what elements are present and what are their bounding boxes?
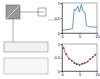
plot-frame	[62, 44, 97, 71]
tick-label: 0	[61, 34, 64, 39]
tick: 0	[58, 69, 62, 74]
chart: 0 5 10 00.51	[54, 1, 100, 39]
tick-mark	[61, 3, 63, 4]
tick: 1	[58, 42, 62, 47]
plot-frame	[62, 3, 97, 33]
diagonal	[6, 5, 20, 19]
tick-mark	[61, 71, 63, 72]
tick: 0	[61, 33, 64, 39]
axis-line	[61, 4, 63, 34]
chart: 0 5 10 00.51	[54, 42, 100, 77]
tick-mark	[61, 58, 63, 59]
tick-label: 1	[58, 42, 61, 47]
sample-block	[6, 5, 20, 19]
tick-label: 5	[79, 72, 82, 77]
x-axis: 0 5 10	[61, 33, 100, 39]
plot-area	[63, 47, 96, 66]
tick-label: 5	[79, 34, 82, 39]
tick: 0	[58, 31, 62, 36]
beam-line	[20, 12, 44, 13]
data-line	[62, 5, 97, 31]
tick-label: 10	[95, 72, 100, 77]
beam-line	[13, 19, 14, 42]
tick: 0.5	[54, 16, 62, 21]
tick: 0	[61, 71, 64, 77]
tick-label: 0	[58, 31, 61, 36]
tick: 5	[79, 71, 82, 77]
data-line	[63, 47, 96, 65]
tick-label: 0.5	[54, 16, 60, 21]
tick-mark	[61, 44, 63, 45]
tick-label: 1	[58, 1, 61, 6]
y-axis: 00.51	[54, 42, 62, 74]
tick-label: 10	[95, 34, 100, 39]
x-axis: 0 5 10	[61, 71, 100, 77]
tick: 10	[95, 33, 100, 39]
axis-line	[61, 45, 63, 72]
tick: 5	[79, 33, 82, 39]
plot-area	[62, 5, 97, 31]
tick: 1	[58, 1, 62, 6]
panel-box	[4, 58, 48, 74]
tick: 10	[95, 71, 100, 77]
figure: 051000.51051000.51	[0, 0, 100, 79]
tick: 0.5	[54, 55, 62, 60]
y-axis: 00.51	[54, 1, 62, 36]
tick-label: 0	[61, 72, 64, 77]
tick-label: 0	[58, 69, 61, 74]
component-box	[38, 8, 46, 16]
panel-box	[4, 42, 48, 52]
tick-mark	[61, 33, 63, 34]
tick-mark	[61, 18, 63, 19]
diagram	[4, 5, 58, 74]
tick-label: 0.5	[54, 55, 60, 60]
